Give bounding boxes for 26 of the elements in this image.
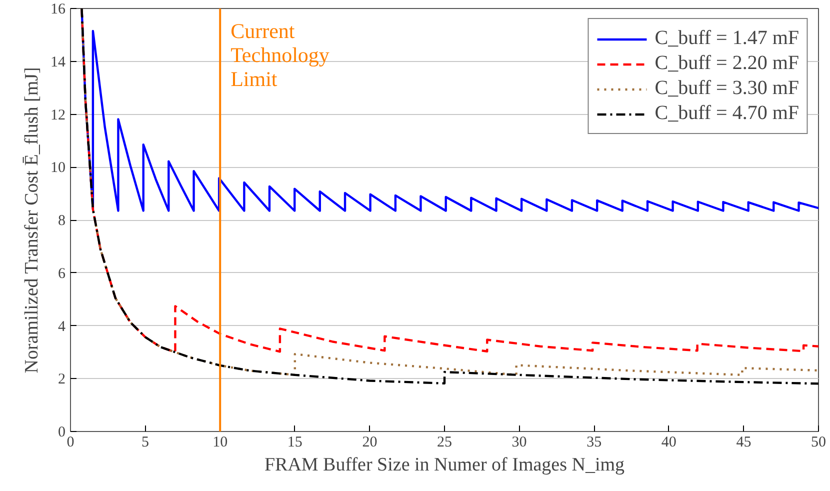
legend-label: C_buff = 1.47 mF [654, 27, 799, 50]
y-tick-label: 6 [58, 266, 66, 282]
x-tick-label: 20 [362, 434, 378, 450]
y-tick-label: 8 [58, 213, 66, 229]
ref-line-label: Current Technology Limit [230, 19, 330, 92]
x-tick-label: 5 [142, 434, 150, 450]
x-tick-label: 15 [287, 434, 302, 450]
legend-label: C_buff = 2.20 mF [654, 52, 799, 75]
x-tick-label: 40 [661, 434, 676, 450]
x-tick-label: 35 [586, 434, 602, 450]
x-tick-label: 50 [811, 434, 826, 450]
y-tick-label: 12 [50, 107, 66, 124]
y-tick-label: 2 [58, 372, 66, 388]
legend-label: C_buff = 3.30 mF [654, 77, 799, 100]
x-tick-label: 30 [512, 434, 527, 450]
x-tick-label: 45 [736, 434, 752, 450]
y-tick-label: 16 [50, 2, 66, 18]
x-tick-label: 25 [437, 434, 452, 450]
legend-label: C_buff = 4.70 mF [654, 102, 799, 125]
x-axis-title: FRAM Buffer Size in Numer of Images N_img [264, 454, 626, 476]
x-tick-label: 10 [212, 434, 228, 450]
y-tick-label: 10 [50, 160, 66, 176]
y-tick-label: 0 [58, 424, 66, 440]
y-axis-title: Noramilized Transfer Cost Ē_flush [mJ] [22, 67, 42, 374]
y-tick-label: 4 [58, 318, 66, 335]
y-tick-label: 14 [50, 54, 66, 70]
